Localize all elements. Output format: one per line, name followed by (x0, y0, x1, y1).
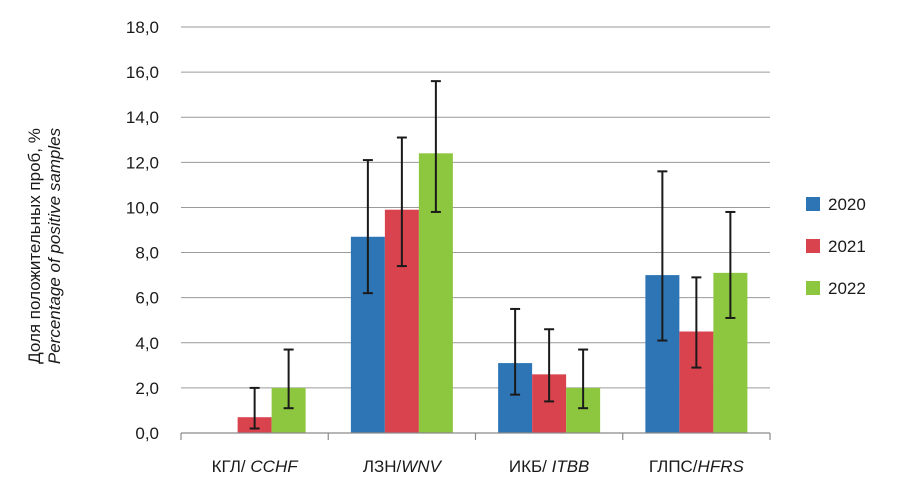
gridlines (181, 26, 770, 389)
y-tick-label: 16,0 (126, 63, 159, 82)
y-axis-label-ru: Доля положительных проб, % (25, 128, 44, 364)
y-tick-label: 4,0 (135, 334, 159, 353)
error-bar-2022-3 (578, 348, 589, 410)
legend-swatch-2020 (806, 197, 820, 211)
error-bars (249, 80, 736, 430)
category-label: ИКБ/ ITBB (509, 457, 590, 476)
y-axis-label-en: Percentage of positive samples (45, 127, 64, 364)
y-tick-label: 12,0 (126, 153, 159, 172)
category-label: КГЛ/ CCHF (212, 457, 300, 476)
error-bar-2021-4 (691, 276, 702, 369)
y-tick-label: 10,0 (126, 198, 159, 217)
x-axis (180, 432, 771, 440)
category-label: ГЛПС/HFRS (649, 457, 745, 476)
legend-label-2020: 2020 (828, 195, 866, 214)
y-axis-label: Доля положительных проб, % Percentage of… (25, 127, 64, 364)
category-label-ru: ГЛПС/ (649, 457, 698, 476)
error-bar-2022-4 (725, 210, 736, 319)
category-label-en: CCHF (250, 457, 299, 476)
legend-swatch-2021 (806, 239, 820, 253)
legend-label-2021: 2021 (828, 237, 866, 256)
legend-label-2022: 2022 (828, 279, 866, 298)
category-labels: КГЛ/ CCHF ЛЗН/WNV ИКБ/ ITBB ГЛПС/HFRS (212, 457, 745, 476)
category-label-ru: КГЛ/ (212, 457, 251, 476)
y-tick-label: 6,0 (135, 289, 159, 308)
error-bar-2021-1 (249, 386, 260, 430)
error-bar-2021-2 (396, 136, 407, 268)
error-bar-2020-3 (510, 307, 521, 396)
y-tick-labels: 0,0 2,0 4,0 6,0 8,0 10,0 12,0 14,0 16,0 18,0 (126, 18, 159, 443)
y-tick-label: 8,0 (135, 244, 159, 263)
error-bar-2020-4 (657, 170, 668, 342)
category-label-en: HFRS (698, 457, 745, 476)
category-label-en: WNV (401, 457, 442, 476)
y-tick-label: 14,0 (126, 108, 159, 127)
error-bar-2020-2 (362, 159, 373, 295)
legend: 2020 2021 2022 (806, 195, 866, 298)
category-label-en: ITBB (552, 457, 590, 476)
category-label-ru: ЛЗН/ (363, 457, 402, 476)
legend-swatch-2022 (806, 281, 820, 295)
y-tick-label: 2,0 (135, 379, 159, 398)
error-bar-2022-2 (430, 80, 441, 213)
category-label-ru: ИКБ/ (509, 457, 552, 476)
error-bar-2021-3 (544, 328, 555, 403)
error-bar-2022-1 (283, 348, 294, 410)
bars (237, 153, 748, 434)
y-tick-label: 0,0 (135, 424, 159, 443)
category-label: ЛЗН/WNV (363, 457, 443, 476)
y-tick-label: 18,0 (126, 18, 159, 37)
